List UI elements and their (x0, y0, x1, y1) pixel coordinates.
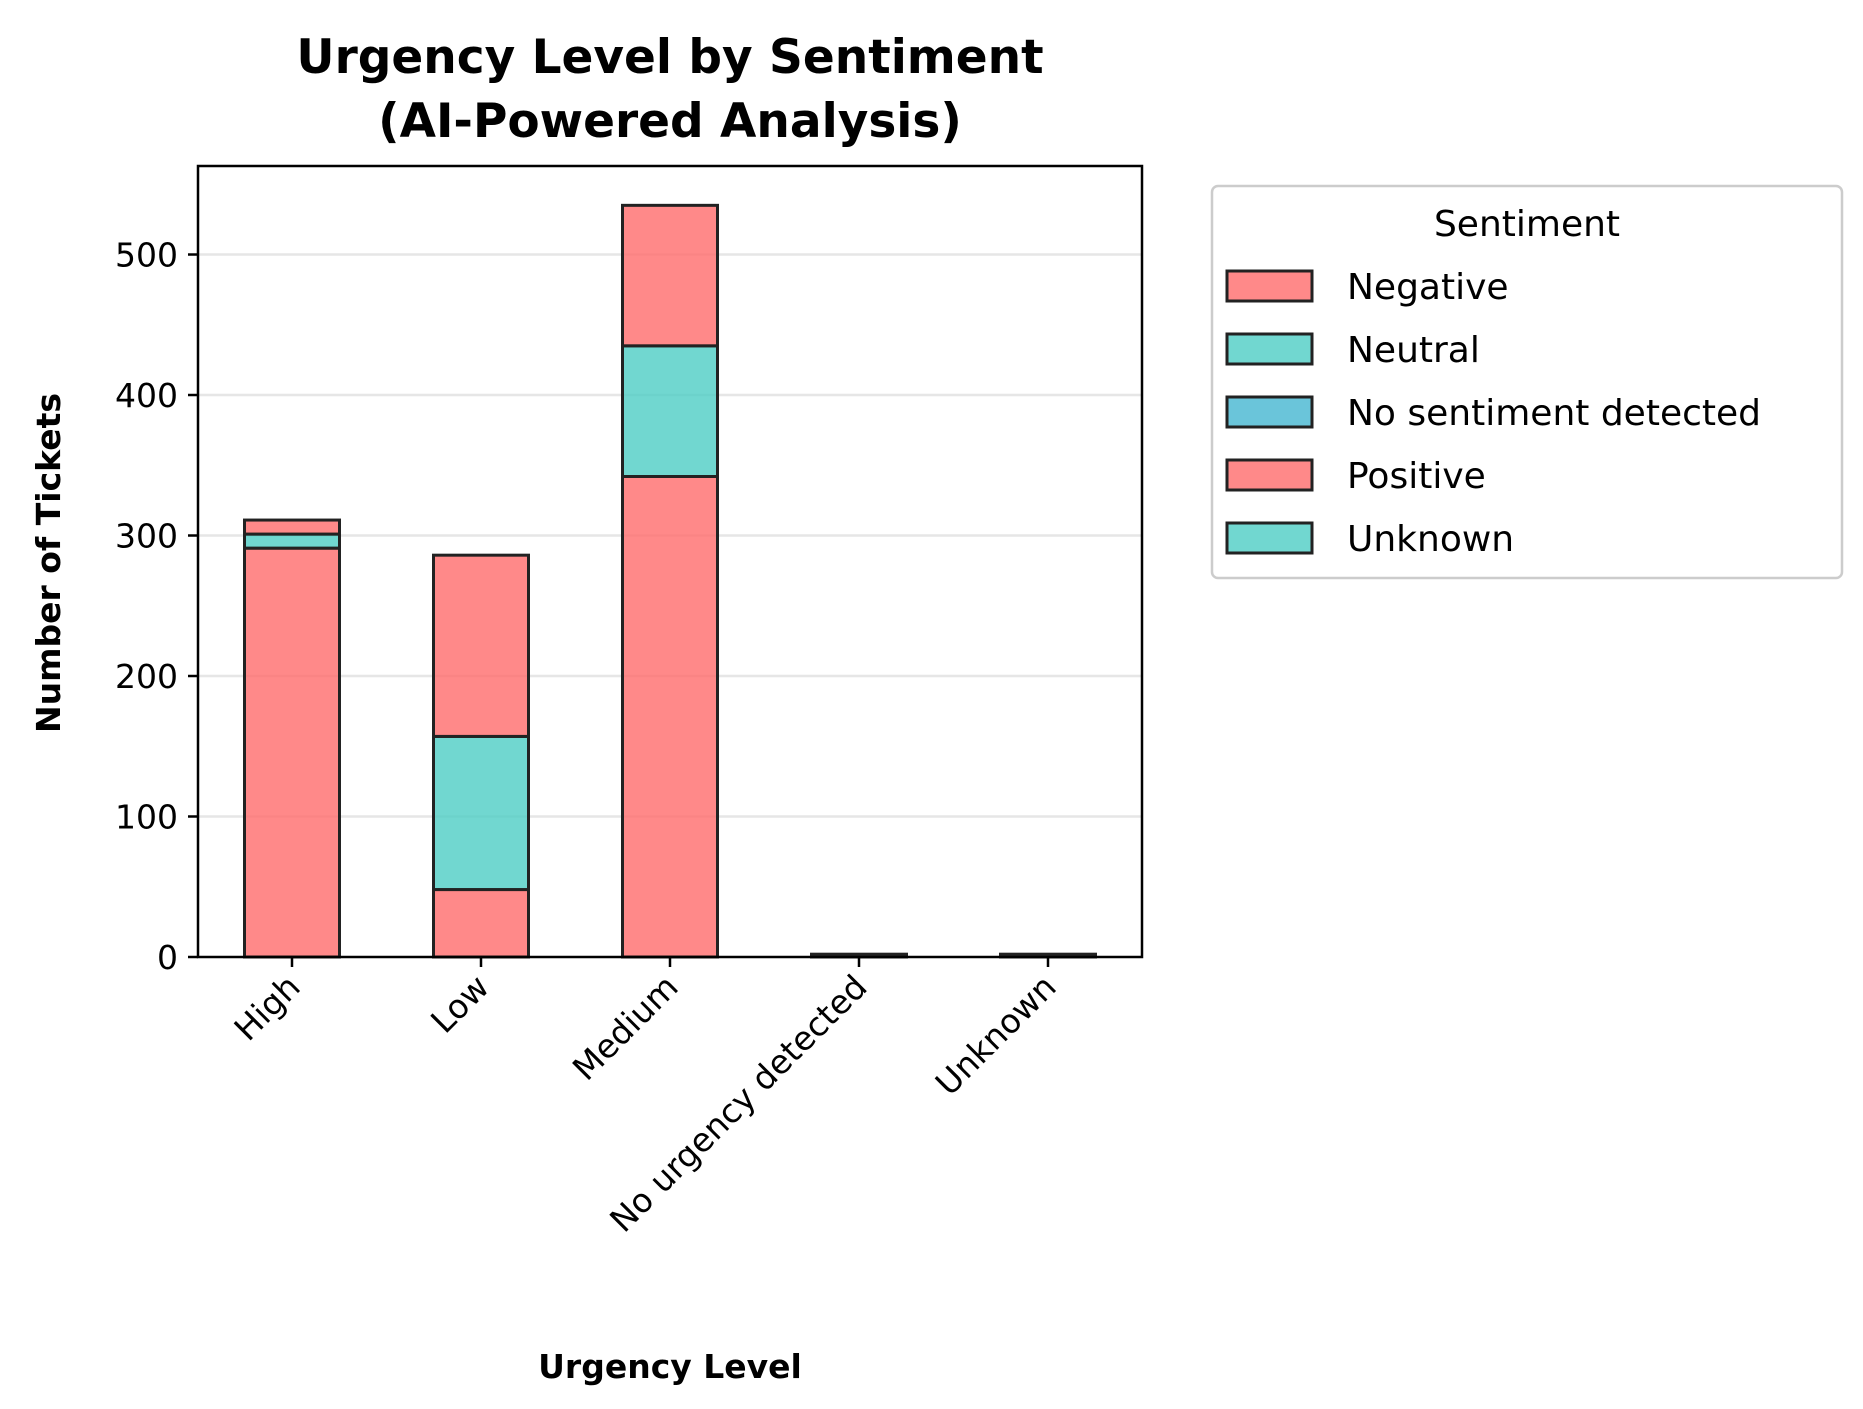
bar-low-positive (432, 553, 530, 738)
legend-swatch-unknown (1225, 521, 1314, 555)
bar-low-neutral (432, 734, 530, 892)
legend-swatch-negative (1225, 269, 1314, 303)
bar-medium-positive (621, 203, 719, 348)
bar-medium-neutral (621, 344, 719, 478)
bar-high-neutral (243, 532, 341, 550)
legend: Sentiment Negative Neutral No sentiment det… (1210, 184, 1844, 580)
y-tick-label-400: 400 (115, 376, 178, 415)
legend-box (1210, 184, 1844, 580)
legend-label-unknown: Unknown (1347, 519, 1514, 560)
y-axis-label: Number of Tickets (29, 393, 68, 733)
bar-high-positive (243, 518, 341, 536)
legend-label-no-sentiment-detected: No sentiment detected (1347, 393, 1761, 434)
y-tick-label-200: 200 (115, 657, 178, 696)
bar-medium-negative (621, 474, 719, 959)
bar-high-negative (243, 546, 341, 959)
y-tick-label-0: 0 (157, 938, 178, 977)
x-axis-label: Urgency Level (538, 1347, 802, 1386)
legend-swatch-neutral (1225, 332, 1314, 366)
legend-swatch-positive (1225, 458, 1314, 492)
y-tick-label-500: 500 (115, 236, 178, 275)
legend-label-neutral: Neutral (1347, 330, 1480, 371)
bars (243, 203, 1097, 959)
chart-title-line-2: (AI-Powered Analysis) (378, 94, 962, 149)
legend-swatch-no-sentiment-detected (1225, 395, 1314, 429)
bar-low-negative (432, 888, 530, 959)
y-tick-label-300: 300 (115, 517, 178, 556)
legend-label-positive: Positive (1347, 456, 1486, 497)
legend-title: Sentiment (1434, 204, 1620, 245)
y-tick-label-100: 100 (115, 798, 178, 837)
legend-label-negative: Negative (1347, 267, 1509, 308)
chart-title-line-1: Urgency Level by Sentiment (296, 30, 1043, 85)
